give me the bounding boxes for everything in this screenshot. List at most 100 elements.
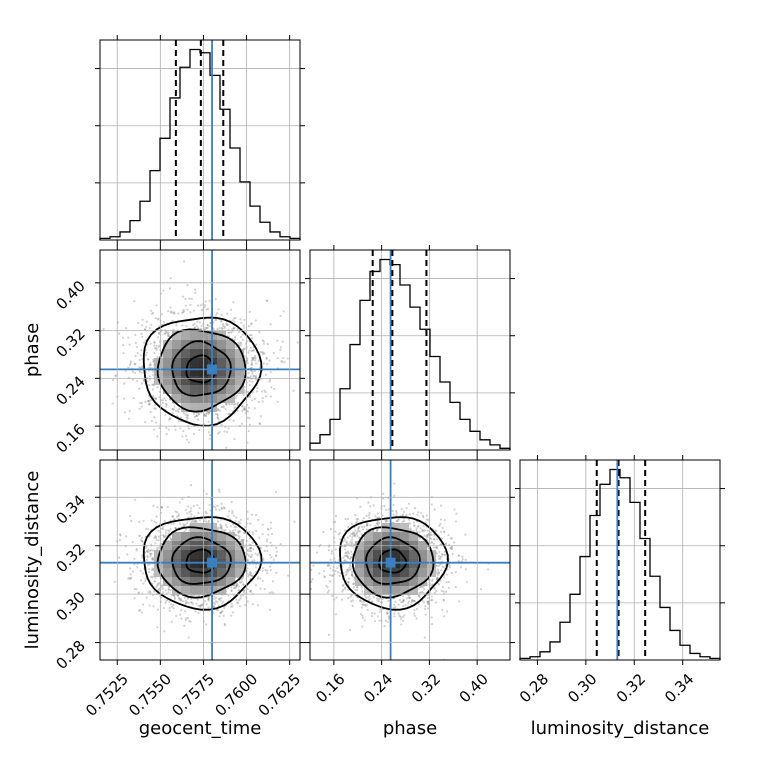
sample-point xyxy=(183,524,186,527)
sample-point xyxy=(181,310,185,314)
sample-point xyxy=(254,529,258,532)
density-cell xyxy=(364,532,373,541)
sample-point xyxy=(249,590,252,593)
sample-point xyxy=(151,312,154,315)
sample-point xyxy=(449,546,452,550)
sample-point xyxy=(252,349,255,352)
sample-point xyxy=(239,522,242,525)
sample-point xyxy=(216,601,219,604)
sample-point xyxy=(366,523,369,527)
sample-point xyxy=(141,603,145,606)
sample-point xyxy=(261,523,264,526)
sample-point xyxy=(382,497,385,500)
sample-point xyxy=(274,490,278,494)
density-cell xyxy=(181,367,190,376)
sample-point xyxy=(220,596,223,600)
sample-point xyxy=(185,325,188,328)
sample-point xyxy=(205,308,208,311)
density-cell xyxy=(172,349,181,358)
sample-point xyxy=(218,508,221,511)
sample-point xyxy=(192,412,195,416)
sample-point xyxy=(111,378,115,382)
x-tick-label: 0.28 xyxy=(516,670,552,706)
sample-point xyxy=(195,602,198,605)
sample-point xyxy=(128,363,132,366)
sample-point xyxy=(360,606,363,609)
sample-point xyxy=(359,505,362,508)
sample-point xyxy=(430,622,434,626)
sample-point xyxy=(255,343,258,346)
sample-point xyxy=(238,330,241,334)
density-cell xyxy=(217,532,226,541)
density-cell xyxy=(163,358,172,367)
sample-point xyxy=(395,514,398,517)
sample-point xyxy=(128,343,131,346)
sample-point xyxy=(160,527,163,530)
sample-point xyxy=(436,572,439,575)
sample-point xyxy=(362,517,366,520)
panel-frame xyxy=(309,249,511,451)
sample-point xyxy=(465,580,468,584)
sample-point xyxy=(239,518,243,521)
sample-point xyxy=(359,599,362,602)
sample-point xyxy=(226,323,229,326)
sample-point xyxy=(344,559,347,562)
sample-point xyxy=(230,602,233,605)
sample-point xyxy=(266,299,269,303)
sample-point xyxy=(149,362,152,365)
sample-point xyxy=(129,514,132,518)
density-cell xyxy=(181,550,190,559)
sample-point xyxy=(207,606,210,609)
sample-point xyxy=(150,323,153,327)
sample-point xyxy=(457,554,460,557)
sample-point xyxy=(393,494,396,497)
sample-point xyxy=(442,599,446,602)
sample-point xyxy=(352,543,356,546)
sample-point xyxy=(134,354,137,358)
sample-point xyxy=(257,400,260,404)
sample-point xyxy=(232,326,235,329)
density-cell xyxy=(226,577,235,586)
sample-point xyxy=(157,332,161,335)
sample-point xyxy=(164,535,167,538)
density-cell xyxy=(217,577,226,586)
sample-point xyxy=(454,570,457,574)
sample-point xyxy=(231,319,234,322)
sample-point xyxy=(426,607,430,610)
sample-point xyxy=(250,574,253,577)
sample-point xyxy=(376,599,379,602)
sample-point xyxy=(347,580,350,584)
sample-point xyxy=(232,523,235,526)
sample-point xyxy=(198,519,201,522)
sample-point xyxy=(281,340,284,343)
sample-point xyxy=(350,550,353,553)
sample-point xyxy=(184,523,187,526)
sample-point xyxy=(344,552,347,555)
sample-point xyxy=(147,358,150,361)
sample-point xyxy=(353,535,356,538)
sample-point xyxy=(281,360,284,364)
sample-point xyxy=(307,538,309,540)
sample-point xyxy=(378,598,381,601)
sample-point xyxy=(204,326,207,329)
density-cell xyxy=(355,568,364,577)
sample-point xyxy=(375,528,378,532)
sample-point xyxy=(246,588,249,591)
sample-point xyxy=(150,568,154,572)
sample-point xyxy=(232,594,235,597)
sample-point xyxy=(310,568,313,571)
sample-point xyxy=(173,312,176,315)
sample-point xyxy=(181,295,185,298)
sample-point xyxy=(387,615,390,618)
sample-point xyxy=(221,609,224,613)
sample-point xyxy=(435,529,438,533)
sample-point xyxy=(222,614,225,617)
sample-point xyxy=(145,596,148,599)
sample-point xyxy=(405,597,408,600)
sample-point xyxy=(323,576,327,579)
sample-point xyxy=(356,585,359,588)
density-cell xyxy=(391,550,400,559)
density-cell xyxy=(172,394,181,403)
sample-point xyxy=(125,327,128,330)
sample-point xyxy=(208,503,211,507)
